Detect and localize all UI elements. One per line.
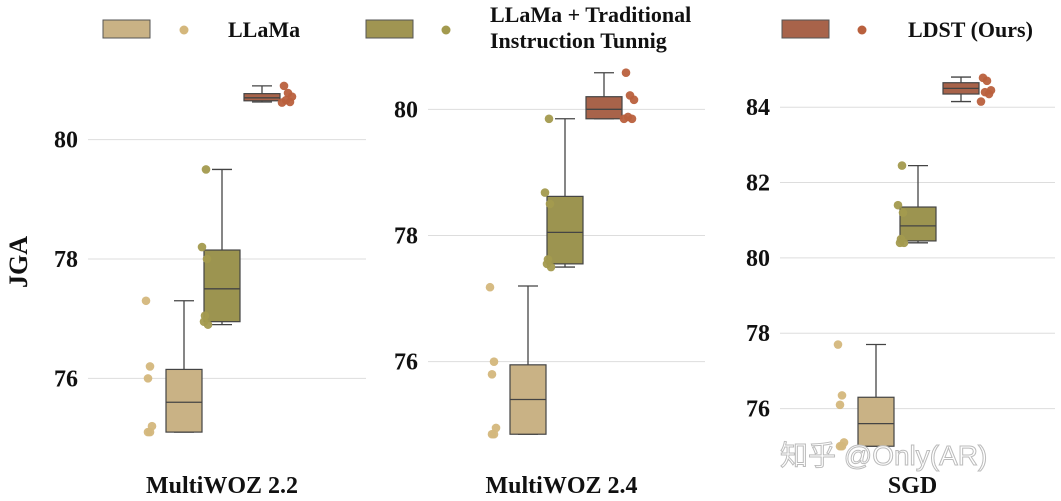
data-point: [545, 199, 555, 209]
y-tick-label: 80: [394, 97, 418, 123]
y-tick-label: 78: [54, 247, 78, 273]
data-point: [203, 320, 213, 329]
data-point: [143, 374, 153, 383]
data-point: [487, 429, 497, 439]
data-point: [835, 441, 845, 451]
legend-label: LLaMa: [228, 17, 300, 42]
series-1: [833, 340, 895, 451]
series-2: [893, 161, 937, 248]
chart-panels: 76 78 80 MultiWOZ 2.2 76 78 80 MultiWOZ 2.4 76 78…: [54, 68, 1055, 499]
legend-item-3: LDST (Ours): [781, 17, 1033, 42]
data-point: [976, 97, 986, 106]
x-axis-label: MultiWOZ 2.4: [485, 473, 637, 499]
y-tick-label: 76: [54, 366, 78, 392]
data-point: [982, 76, 992, 86]
box: [857, 396, 895, 447]
data-point: [627, 114, 637, 124]
y-tick-label: 76: [746, 397, 770, 423]
data-point: [485, 282, 495, 292]
data-point: [546, 262, 556, 272]
data-point: [540, 188, 550, 197]
legend-item-1: LLaMa: [102, 17, 300, 42]
series-3: [942, 73, 996, 106]
y-tick-label: 80: [746, 246, 770, 272]
data-point: [277, 98, 287, 107]
panel-2: 76 78 80 MultiWOZ 2.4: [394, 68, 705, 499]
data-point: [619, 114, 629, 124]
y-tick-label: 80: [54, 128, 78, 154]
legend-label: LDST (Ours): [908, 17, 1033, 42]
data-point: [833, 340, 843, 349]
legend-swatch: [781, 19, 830, 39]
legend-label: LLaMa + Traditional: [490, 2, 691, 27]
data-point: [201, 165, 211, 174]
y-axis-label: JGA: [4, 236, 33, 288]
x-axis-label: SGD: [888, 473, 937, 499]
data-point: [197, 242, 207, 252]
data-point: [202, 254, 212, 264]
series-2: [540, 114, 584, 272]
data-point: [145, 362, 155, 371]
series-3: [243, 81, 297, 107]
data-point: [984, 89, 994, 99]
data-point: [141, 296, 151, 306]
series-1: [485, 282, 547, 439]
data-point: [143, 427, 153, 437]
data-point: [544, 114, 554, 124]
data-point: [621, 68, 631, 78]
data-point: [899, 238, 909, 248]
panel-1: 76 78 80 MultiWOZ 2.2: [54, 81, 366, 499]
legend-dot: [857, 25, 867, 35]
legend-swatch: [365, 19, 414, 39]
data-point: [487, 369, 497, 379]
y-tick-label: 78: [394, 223, 418, 249]
legend-swatch: [102, 19, 151, 39]
series-2: [197, 165, 241, 329]
legend-label: Instruction Tunnig: [490, 28, 667, 53]
y-tick-label: 84: [746, 95, 770, 121]
x-axis-label: MultiWOZ 2.2: [146, 473, 298, 499]
data-point: [898, 208, 908, 217]
data-point: [837, 391, 847, 400]
y-tick-label: 82: [746, 171, 770, 197]
box: [165, 368, 203, 433]
box: [585, 96, 623, 120]
data-point: [279, 81, 289, 91]
data-point: [897, 161, 907, 170]
y-tick-label: 78: [746, 321, 770, 347]
panel-3: 76 78 80 82 84 SGD: [746, 73, 1055, 499]
box: [546, 195, 584, 265]
series-3: [585, 68, 639, 124]
data-point: [285, 97, 295, 107]
data-point: [893, 200, 903, 210]
data-point: [489, 357, 499, 366]
legend-dot: [441, 25, 451, 35]
y-tick-label: 76: [394, 350, 418, 376]
series-1: [141, 296, 203, 437]
legend-dot: [179, 25, 189, 35]
data-point: [835, 400, 845, 410]
watermark-text: 知乎 @Only(AR): [780, 440, 987, 471]
data-point: [629, 95, 639, 105]
